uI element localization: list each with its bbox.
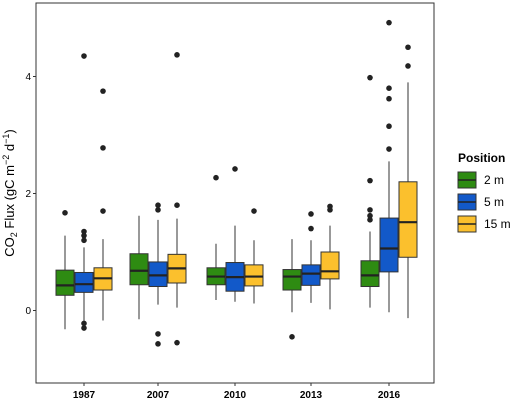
y-axis-title-middle2: d bbox=[2, 144, 17, 155]
outlier-point bbox=[81, 320, 87, 327]
outlier-point bbox=[386, 85, 392, 91]
iqr-box bbox=[379, 217, 399, 273]
box-plot bbox=[398, 44, 418, 319]
legend-label: 15 m bbox=[484, 217, 511, 231]
outlier-point bbox=[327, 203, 333, 210]
box-plot bbox=[301, 211, 321, 303]
outlier-point bbox=[81, 53, 87, 59]
outlier-point bbox=[81, 325, 87, 331]
outlier-point bbox=[100, 88, 106, 94]
box-plot bbox=[167, 52, 187, 346]
legend-item: 5 m bbox=[457, 193, 504, 211]
box-plot bbox=[206, 174, 226, 300]
outlier-point bbox=[386, 95, 392, 102]
outlier-point bbox=[155, 331, 161, 337]
outlier-point bbox=[174, 202, 180, 208]
outlier-point bbox=[213, 174, 219, 181]
y-tick-label: 0 bbox=[25, 306, 31, 317]
x-tick-label: 2013 bbox=[300, 390, 323, 401]
outlier-point bbox=[405, 44, 411, 51]
box-plot bbox=[129, 215, 149, 320]
outlier-point bbox=[100, 145, 106, 151]
legend-item: 2 m bbox=[457, 171, 504, 189]
outlier-point bbox=[81, 228, 87, 235]
iqr-box bbox=[301, 264, 321, 286]
y-axis: 0 2 4 bbox=[25, 72, 36, 317]
y-axis-title-prefix: CO bbox=[2, 237, 17, 257]
iqr-box bbox=[398, 181, 418, 258]
y-axis-title-sub: 2 bbox=[9, 232, 19, 237]
outlier-point bbox=[100, 208, 106, 214]
outlier-point bbox=[308, 225, 314, 232]
outlier-point bbox=[81, 237, 87, 244]
box-plot bbox=[379, 19, 399, 313]
box-plot bbox=[93, 88, 113, 321]
outlier-point bbox=[251, 208, 257, 214]
x-axis: 1987 2007 2010 2013 2016 bbox=[73, 383, 401, 401]
y-tick-label: 4 bbox=[25, 72, 31, 83]
box-plot bbox=[225, 166, 245, 302]
iqr-box bbox=[282, 269, 302, 291]
outlier-point bbox=[155, 207, 161, 213]
outlier-point bbox=[81, 232, 87, 239]
y-tick-label: 2 bbox=[25, 189, 31, 200]
box-plot bbox=[360, 74, 380, 308]
series-2m bbox=[55, 74, 380, 340]
box-plot bbox=[74, 53, 94, 331]
x-tick-label: 2016 bbox=[378, 390, 401, 401]
iqr-box bbox=[360, 260, 380, 288]
outlier-point bbox=[367, 212, 373, 219]
y-axis-title: CO2 Flux (gC m−2 d−1) bbox=[1, 129, 19, 256]
legend: Position 2 m 5 m 15 m bbox=[457, 151, 511, 233]
outlier-point bbox=[386, 19, 392, 26]
outlier-point bbox=[155, 341, 161, 347]
outlier-point bbox=[386, 123, 392, 130]
iqr-box bbox=[74, 271, 94, 293]
outlier-point bbox=[174, 339, 180, 346]
outlier-point bbox=[405, 63, 411, 69]
y-axis-title-suffix: ) bbox=[2, 129, 17, 133]
iqr-box bbox=[244, 264, 264, 287]
box-plot bbox=[244, 208, 264, 304]
outlier-point bbox=[62, 210, 68, 216]
outlier-point bbox=[367, 74, 373, 81]
legend-item: 15 m bbox=[457, 215, 511, 233]
box-plot bbox=[148, 202, 168, 347]
x-tick-label: 1987 bbox=[73, 390, 96, 401]
iqr-box bbox=[55, 269, 75, 296]
y-axis-title-sup2: −1 bbox=[1, 134, 11, 144]
x-tick-label: 2007 bbox=[147, 390, 170, 401]
outlier-point bbox=[174, 52, 180, 58]
box-plot bbox=[320, 203, 340, 310]
box-plot bbox=[282, 239, 302, 340]
y-axis-title-middle: Flux (gC m bbox=[2, 165, 17, 232]
outlier-point bbox=[308, 211, 314, 217]
outlier-point bbox=[155, 202, 161, 208]
iqr-box bbox=[320, 251, 340, 280]
iqr-box bbox=[129, 253, 149, 286]
outlier-point bbox=[289, 334, 295, 340]
plot-panel bbox=[35, 2, 435, 384]
outlier-point bbox=[386, 146, 392, 152]
series-5m bbox=[74, 19, 399, 347]
outlier-point bbox=[367, 177, 373, 184]
series-15m bbox=[93, 44, 418, 346]
legend-label: 5 m bbox=[484, 195, 504, 209]
legend-label: 2 m bbox=[484, 173, 504, 187]
x-tick-label: 2010 bbox=[224, 390, 247, 401]
box-plot-series bbox=[55, 19, 418, 347]
y-axis-title-sup1: −2 bbox=[1, 155, 11, 165]
box-plot bbox=[55, 210, 75, 330]
outlier-point bbox=[367, 217, 373, 223]
outlier-point bbox=[367, 207, 373, 213]
outlier-point bbox=[232, 166, 238, 172]
legend-title: Position bbox=[458, 151, 505, 165]
iqr-box bbox=[148, 261, 168, 288]
